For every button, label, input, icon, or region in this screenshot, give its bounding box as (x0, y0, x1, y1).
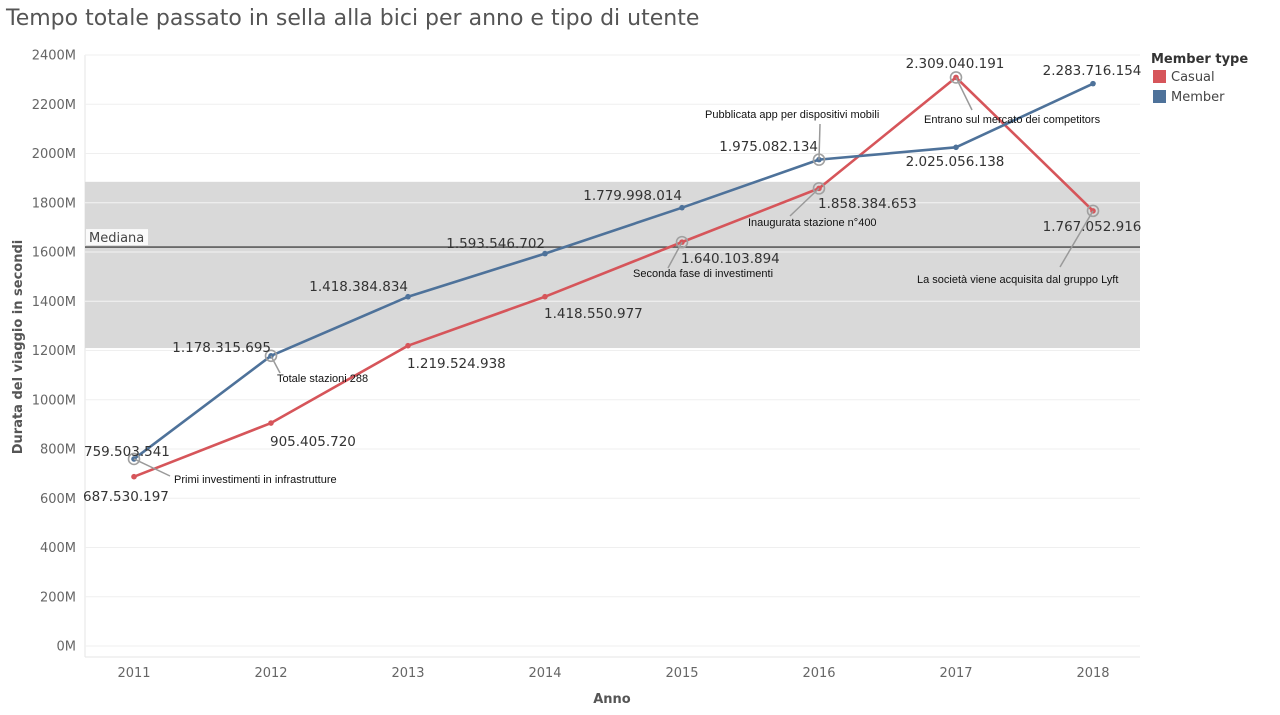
series-line-casual (133, 76, 1094, 478)
data-label-casual: 1.767.052.916 (1043, 219, 1142, 235)
data-label-member: 1.975.082.134 (719, 139, 818, 155)
reference-band (85, 181, 1140, 349)
annotation-marker (264, 349, 278, 363)
annotation-leader-line (1059, 210, 1094, 268)
data-label-member: 1.418.384.834 (309, 279, 408, 295)
annotation-text: Inaugurata stazione n°400 (748, 217, 877, 229)
annotation-leader-line (270, 355, 281, 374)
data-point-member (679, 204, 685, 211)
data-point-member (542, 250, 548, 257)
y-tick-label: 400M (40, 541, 76, 556)
y-tick-label: 800M (40, 443, 76, 458)
data-label-member: 2.283.716.154 (1043, 63, 1142, 79)
y-tick-label: 2200M (32, 98, 76, 113)
x-tick-label: 2011 (117, 666, 150, 681)
data-point-casual (131, 473, 137, 480)
annotation-marker (812, 182, 826, 195)
annotation-text: La società viene acquisita dal gruppo Ly… (917, 274, 1118, 286)
legend-label-member: Member (1171, 90, 1225, 105)
x-axis-title: Anno (593, 692, 631, 707)
data-label-member: 759.503.541 (84, 444, 170, 460)
legend-title: Member type (1151, 52, 1248, 67)
data-point-casual (542, 293, 548, 300)
data-label-casual: 905.405.720 (270, 434, 356, 450)
x-tick-label: 2013 (391, 666, 424, 681)
data-label-casual: 1.219.524.938 (407, 356, 506, 372)
y-axis-title: Durata del viaggio in secondi (11, 240, 26, 455)
x-tick-label: 2017 (939, 666, 972, 681)
y-tick-label: 600M (40, 492, 76, 507)
data-point-member (1090, 80, 1096, 87)
annotation-marker (1086, 204, 1100, 218)
chart-title: Tempo totale passato in sella alla bici … (6, 6, 700, 31)
annotation-marker (812, 153, 826, 166)
legend-label-casual: Casual (1171, 70, 1215, 85)
y-tick-label: 2400M (32, 49, 76, 64)
data-label-member: 1.178.315.695 (172, 340, 271, 356)
data-label-casual: 2.309.040.191 (906, 56, 1005, 72)
annotation-text: Totale stazioni 288 (277, 373, 368, 385)
data-point-member (405, 293, 411, 300)
legend-swatch-casual (1153, 70, 1166, 83)
annotation-marker (127, 452, 141, 466)
data-point-casual (268, 420, 274, 426)
annotation-leader-line (789, 187, 820, 217)
series-line-member (133, 82, 1094, 461)
x-tick-label: 2016 (802, 666, 835, 681)
y-tick-label: 1600M (32, 246, 76, 261)
data-point-casual (405, 342, 411, 349)
x-tick-label: 2014 (528, 666, 561, 681)
data-point-member (953, 144, 959, 151)
data-label-casual: 687.530.197 (83, 489, 169, 505)
y-tick-label: 2000M (32, 147, 76, 162)
annotation-text: Entrano sul mercato dei competitors (924, 114, 1101, 126)
data-label-member: 1.779.998.014 (583, 188, 682, 204)
annotation-marker (675, 235, 689, 249)
median-label-bg (86, 229, 148, 246)
legend-swatch-member (1153, 90, 1166, 103)
data-label-casual: 1.640.103.894 (681, 251, 780, 267)
annotation-leader-line (133, 458, 171, 477)
y-tick-label: 0M (57, 640, 77, 655)
data-label-casual: 1.858.384.653 (818, 196, 917, 212)
y-tick-label: 1200M (32, 344, 76, 359)
y-tick-label: 1000M (32, 393, 76, 408)
y-tick-label: 1800M (32, 196, 76, 211)
data-label-member: 2.025.056.138 (906, 154, 1005, 170)
data-label-member: 1.593.546.702 (446, 236, 545, 252)
x-tick-label: 2018 (1076, 666, 1109, 681)
y-tick-label: 200M (40, 590, 76, 605)
data-label-casual: 1.418.550.977 (544, 306, 643, 322)
annotation-text: Seconda fase di investimenti (633, 268, 773, 280)
x-tick-label: 2015 (665, 666, 698, 681)
x-tick-label: 2012 (254, 666, 287, 681)
median-label: Mediana (89, 231, 144, 246)
y-tick-label: 1400M (32, 295, 76, 310)
annotation-marker (949, 71, 963, 84)
annotation-text: Pubblicata app per dispositivi mobili (705, 109, 879, 121)
annotation-text: Primi investimenti in infrastrutture (174, 474, 337, 486)
